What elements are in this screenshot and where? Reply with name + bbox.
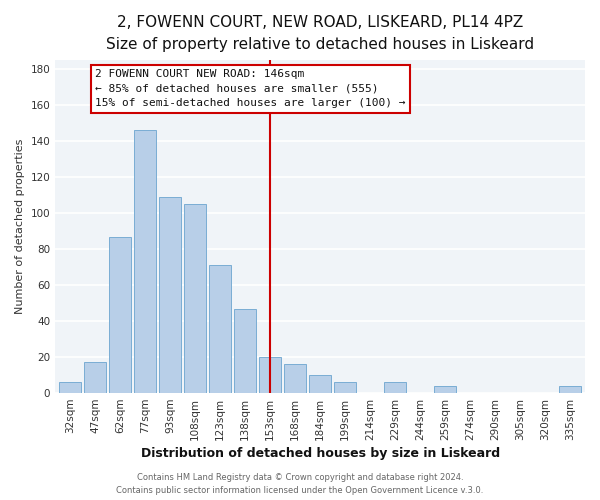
Bar	[184, 204, 206, 393]
Bar	[434, 386, 456, 393]
Title: 2, FOWENN COURT, NEW ROAD, LISKEARD, PL14 4PZ
Size of property relative to detac: 2, FOWENN COURT, NEW ROAD, LISKEARD, PL1…	[106, 15, 534, 52]
Bar	[134, 130, 157, 393]
X-axis label: Distribution of detached houses by size in Liskeard: Distribution of detached houses by size …	[140, 447, 500, 460]
Bar	[159, 197, 181, 393]
Text: Contains HM Land Registry data © Crown copyright and database right 2024.
Contai: Contains HM Land Registry data © Crown c…	[116, 474, 484, 495]
Bar	[259, 357, 281, 393]
Bar	[109, 236, 131, 393]
Text: 2 FOWENN COURT NEW ROAD: 146sqm
← 85% of detached houses are smaller (555)
15% o: 2 FOWENN COURT NEW ROAD: 146sqm ← 85% of…	[95, 70, 406, 108]
Bar	[84, 362, 106, 393]
Bar	[284, 364, 307, 393]
Y-axis label: Number of detached properties: Number of detached properties	[15, 139, 25, 314]
Bar	[559, 386, 581, 393]
Bar	[309, 375, 331, 393]
Bar	[384, 382, 406, 393]
Bar	[234, 308, 256, 393]
Bar	[334, 382, 356, 393]
Bar	[209, 266, 232, 393]
Bar	[59, 382, 82, 393]
